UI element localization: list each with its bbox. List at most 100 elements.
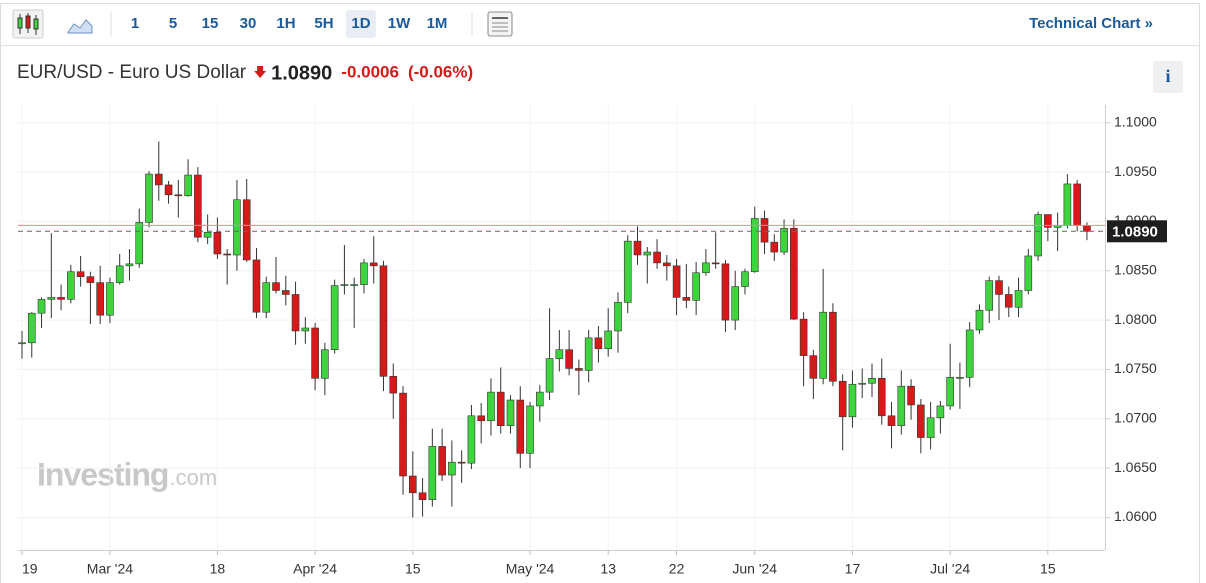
candle-body xyxy=(369,262,378,267)
candle-body xyxy=(1073,183,1081,226)
x-tick-label: 15 xyxy=(405,561,421,577)
frame xyxy=(0,3,1200,583)
last-price-label: 1.0890 xyxy=(1112,223,1158,240)
candle-body xyxy=(643,251,652,256)
candle-body xyxy=(868,378,876,384)
info-button[interactable] xyxy=(1153,61,1183,93)
candle-body xyxy=(633,240,642,256)
watermark: Investing xyxy=(37,456,168,492)
candle-body xyxy=(467,415,476,464)
candle-body xyxy=(965,329,974,378)
interval-button[interactable]: 1M xyxy=(427,15,448,32)
candle-body xyxy=(838,380,847,418)
last-price-box xyxy=(1107,220,1167,243)
candle-body xyxy=(907,385,915,406)
candle-body xyxy=(184,174,192,197)
y-tick-label: 1.0800 xyxy=(1114,311,1157,327)
candle-body xyxy=(760,218,769,243)
candle-body xyxy=(1063,183,1072,226)
interval-button[interactable]: 15 xyxy=(202,15,219,32)
price: 1.0890 xyxy=(271,62,332,84)
interval-button[interactable]: 5 xyxy=(169,15,177,32)
candle-body xyxy=(487,391,495,422)
candle-body xyxy=(350,284,358,286)
candle-body xyxy=(291,294,300,332)
candle-body xyxy=(360,262,368,285)
x-tick-label: Jul '24 xyxy=(930,561,970,577)
candle-body xyxy=(877,378,886,417)
candle-body xyxy=(1014,290,1023,308)
candle-body xyxy=(145,173,153,223)
candle-body xyxy=(448,461,456,476)
candle-body xyxy=(584,337,593,371)
candle-body xyxy=(702,262,710,274)
y-tick-label: 1.0950 xyxy=(1114,163,1157,179)
interval-button[interactable]: 1W xyxy=(388,15,411,32)
x-tick-label: Jun '24 xyxy=(732,561,777,577)
interval-button[interactable]: 30 xyxy=(240,15,257,32)
candle-body xyxy=(545,358,554,393)
y-tick-label: 1.1000 xyxy=(1114,113,1157,129)
layout-icon[interactable] xyxy=(487,11,513,37)
candle-body xyxy=(887,415,896,426)
x-tick-label: 13 xyxy=(600,561,616,577)
candle-body xyxy=(194,174,202,238)
candle-body xyxy=(692,272,700,301)
candle-body xyxy=(1034,214,1042,257)
candle-body xyxy=(741,271,749,287)
candle-body xyxy=(174,194,183,197)
candle-body xyxy=(408,475,417,494)
candle-body xyxy=(917,404,925,438)
candle-body xyxy=(262,282,271,313)
candle-body xyxy=(252,259,261,313)
candle-body xyxy=(653,251,661,264)
x-tick-label: 22 xyxy=(669,561,685,577)
candle-body xyxy=(57,297,65,300)
change: -0.0006 xyxy=(341,62,399,81)
candle-body xyxy=(614,302,622,332)
candle-body xyxy=(1044,214,1052,228)
technical-chart-link[interactable]: Technical Chart » xyxy=(1029,15,1153,32)
candle-body xyxy=(829,311,837,382)
interval-button[interactable]: 1D xyxy=(351,15,370,32)
candle-body xyxy=(799,318,808,356)
interval-button[interactable]: 5H xyxy=(314,15,333,32)
watermark-suffix: .com xyxy=(169,465,217,490)
candle-body xyxy=(819,311,827,379)
candle-body xyxy=(975,309,984,331)
candle-body xyxy=(575,368,583,371)
candle-body xyxy=(321,349,329,379)
candle-body xyxy=(457,461,466,464)
candle-body xyxy=(418,492,427,500)
interval-active[interactable] xyxy=(346,10,376,38)
candle-body xyxy=(565,349,573,369)
candle-body xyxy=(750,218,759,273)
candle-body xyxy=(125,263,134,267)
candle-body xyxy=(242,199,251,261)
candle-body xyxy=(203,231,212,238)
candle-body xyxy=(1024,255,1033,291)
candle-body xyxy=(897,385,906,426)
candle-body xyxy=(272,282,280,291)
y-tick-label: 1.0600 xyxy=(1114,508,1157,524)
candle-body xyxy=(389,376,398,394)
candle-body xyxy=(301,327,310,332)
candle-body xyxy=(96,282,104,316)
info-icon[interactable]: i xyxy=(1165,66,1170,86)
candle-icon[interactable] xyxy=(12,9,44,39)
candle-body xyxy=(682,297,691,301)
area-icon[interactable] xyxy=(67,19,93,34)
change-percent: (-0.06%) xyxy=(408,62,473,81)
interval-button[interactable]: 1H xyxy=(276,15,295,32)
candle-body xyxy=(985,280,994,311)
candle-body xyxy=(164,184,173,196)
candle-body xyxy=(956,377,964,379)
x-tick-label: Apr '24 xyxy=(293,561,337,577)
candle-body xyxy=(233,199,241,256)
interval-button[interactable]: 1 xyxy=(131,15,139,32)
candle-body xyxy=(711,262,720,265)
candle-body xyxy=(858,382,867,385)
candle-body xyxy=(946,377,954,407)
candle-body xyxy=(926,417,935,438)
candle-body xyxy=(311,327,319,379)
